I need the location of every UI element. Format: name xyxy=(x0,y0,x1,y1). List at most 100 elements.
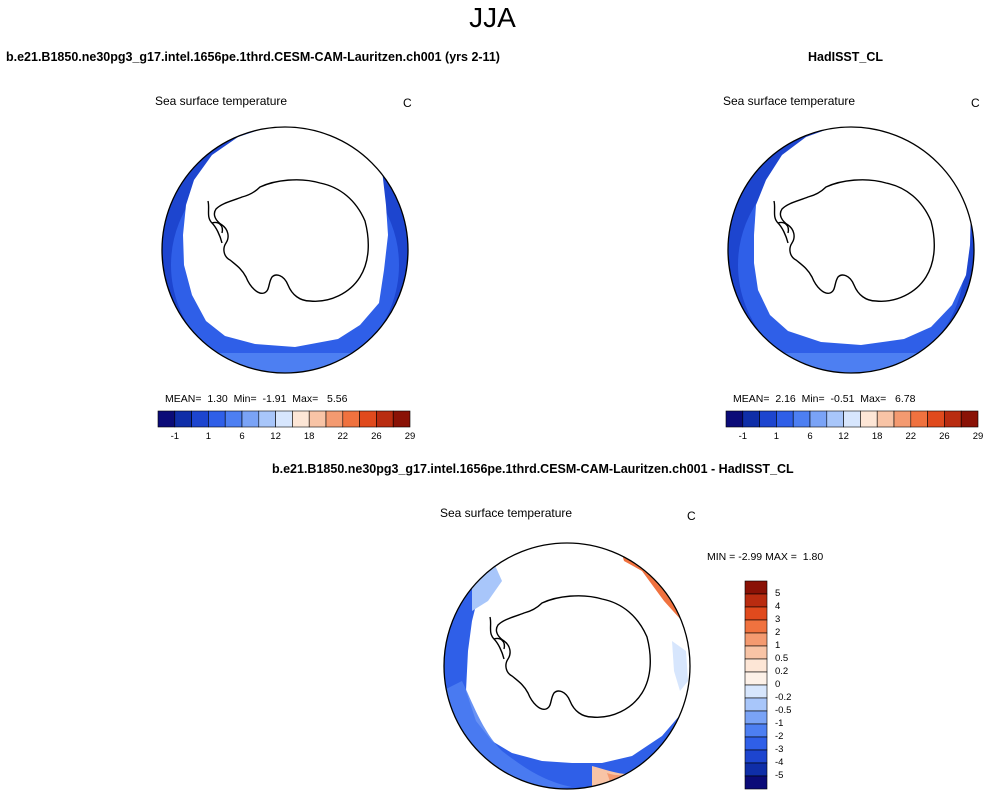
colorbar-swatch xyxy=(744,775,768,790)
colorbar-swatch xyxy=(876,410,895,428)
colorbar-swatch xyxy=(744,749,768,764)
colorbar-tick-label: 6 xyxy=(807,431,813,442)
colorbar-swatch xyxy=(744,710,768,725)
colorbar-swatch xyxy=(208,410,226,428)
colorbar-tick-label: 22 xyxy=(337,431,349,442)
panel-2-map xyxy=(727,126,975,374)
main-title: JJA xyxy=(469,2,516,33)
colorbar-tick-label: 12 xyxy=(838,431,849,442)
colorbar-tick-label: 2 xyxy=(775,627,781,638)
colorbar-swatch xyxy=(744,580,768,595)
colorbar-tick-label: 18 xyxy=(303,431,315,442)
colorbar-tick-label: 18 xyxy=(871,431,883,442)
colorbar-tick-label: 29 xyxy=(404,431,416,442)
map-border xyxy=(443,542,691,790)
colorbar-swatch xyxy=(960,410,979,428)
northern-band xyxy=(200,353,370,373)
colorbar-swatch xyxy=(744,632,768,647)
colorbar-swatch xyxy=(860,410,878,428)
colorbar-tick-label: 0.2 xyxy=(775,666,789,677)
antarctica-coastline xyxy=(495,595,651,718)
colorbar-swatch xyxy=(744,606,768,621)
colorbar-tick-label: 1 xyxy=(773,431,780,442)
panel-1-colorbar-labels: -1 1 6 12 18 22 26 29 xyxy=(158,431,416,445)
antarctica-coastline xyxy=(779,179,935,302)
antarctica-coastline xyxy=(213,179,369,302)
colorbar-swatch xyxy=(725,410,744,428)
colorbar-swatch xyxy=(744,723,768,738)
colorbar-tick-label: -1 xyxy=(738,431,748,442)
colorbar-swatch xyxy=(776,410,794,428)
colorbar-tick-label: -1 xyxy=(775,718,784,729)
colorbar-swatch xyxy=(744,684,768,699)
colorbar-swatch xyxy=(893,410,912,428)
colorbar-swatch xyxy=(744,593,768,608)
colorbar-swatch xyxy=(359,410,377,428)
sea-ice-region xyxy=(183,127,388,347)
sea-ice-region xyxy=(754,127,971,345)
colorbar-swatch xyxy=(157,410,176,428)
panel-1-stats: MEAN= 1.30 Min= -1.91 Max= 5.56 xyxy=(165,393,348,405)
panel-3-plot-title: Sea surface temperature xyxy=(440,506,573,520)
colorbar-tick-label: -1 xyxy=(170,431,180,442)
colorbar-swatch xyxy=(744,619,768,634)
panel-3-colorbar xyxy=(744,580,768,790)
colorbar-tick-label: 29 xyxy=(972,431,984,442)
colorbar-swatch xyxy=(308,410,327,428)
colorbar-tick-label: 0.5 xyxy=(775,653,789,664)
colorbar-swatch xyxy=(275,410,293,428)
colorbar-swatch xyxy=(224,410,243,428)
colorbar-swatch xyxy=(744,736,768,751)
colorbar-swatch xyxy=(392,410,411,428)
panel-2-header: HadISST_CL xyxy=(808,50,884,64)
panel-1-units: C xyxy=(403,96,412,110)
colorbar-swatch xyxy=(809,410,828,428)
panel-1-header: b.e21.B1850.ne30pg3_g17.intel.1656pe.1th… xyxy=(6,50,500,64)
colorbar-swatch xyxy=(325,410,344,428)
colorbar-swatch xyxy=(744,671,768,686)
panel-1-map xyxy=(161,126,409,374)
panel-3-units: C xyxy=(687,509,696,523)
colorbar-tick-label: -2 xyxy=(775,731,784,742)
colorbar-swatch xyxy=(826,410,844,428)
colorbar-tick-label: 3 xyxy=(775,614,781,625)
panel-3-map xyxy=(443,542,691,790)
colorbar-tick-label: 6 xyxy=(239,431,245,442)
colorbar-swatch xyxy=(744,697,768,712)
panel-3-colorbar-labels: 5 4 3 2 1 0.5 0.2 0 -0.2 -0.5 -1 -2 -3 -4 -5 xyxy=(775,581,815,789)
colorbar-swatch xyxy=(292,410,310,428)
colorbar-swatch xyxy=(910,410,928,428)
colorbar-swatch xyxy=(744,762,768,777)
panel-1-plot-title: Sea surface temperature xyxy=(155,94,288,108)
map-border xyxy=(727,126,975,374)
colorbar-tick-label: 0 xyxy=(775,679,781,690)
panel-2-stats: MEAN= 2.16 Min= -0.51 Max= 6.78 xyxy=(733,393,916,405)
colorbar-tick-label: 1 xyxy=(205,431,212,442)
colorbar-tick-label: 5 xyxy=(775,588,781,599)
colorbar-tick-label: 4 xyxy=(775,601,781,612)
colorbar-swatch xyxy=(342,410,360,428)
colorbar-swatch xyxy=(744,645,768,660)
colorbar-tick-label: -0.5 xyxy=(775,705,792,716)
panel-3-header: b.e21.B1850.ne30pg3_g17.intel.1656pe.1th… xyxy=(272,462,794,476)
colorbar-tick-label: 12 xyxy=(270,431,281,442)
panel-3-stats: MIN = -2.99 MAX = 1.80 xyxy=(707,551,824,563)
panel-2-plot-title: Sea surface temperature xyxy=(723,94,856,108)
colorbar-swatch xyxy=(944,410,962,428)
northern-band xyxy=(766,353,936,373)
colorbar-tick-label: 26 xyxy=(939,431,950,442)
colorbar-tick-label: -0.2 xyxy=(775,692,792,703)
colorbar-swatch xyxy=(927,410,945,428)
colorbar-swatch xyxy=(744,658,768,673)
colorbar-swatch xyxy=(376,410,394,428)
map-border xyxy=(161,126,409,374)
colorbar-swatch xyxy=(792,410,811,428)
colorbar-swatch xyxy=(759,410,777,428)
colorbar-tick-label: 1 xyxy=(775,640,781,651)
colorbar-swatch xyxy=(174,410,192,428)
colorbar-swatch xyxy=(843,410,861,428)
colorbar-tick-label: 22 xyxy=(905,431,917,442)
colorbar-tick-label: 26 xyxy=(371,431,382,442)
panel-2-colorbar xyxy=(725,410,979,428)
panel-2-units: C xyxy=(971,96,980,110)
